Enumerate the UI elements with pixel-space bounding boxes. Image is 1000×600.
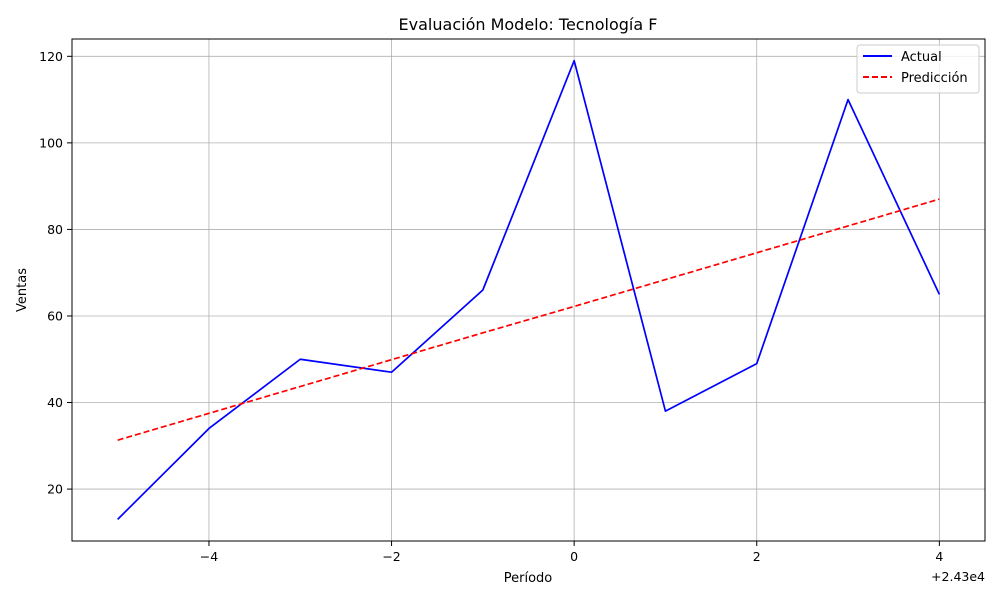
series-lines bbox=[117, 59, 941, 520]
legend-label-prediccion: Predicción bbox=[901, 71, 968, 86]
y-tick-label: 100 bbox=[39, 135, 63, 150]
y-tick-label: 40 bbox=[47, 395, 63, 410]
y-axis-ticks: 20 40 60 80 100 120 bbox=[39, 49, 72, 497]
y-tick-label: 120 bbox=[39, 49, 63, 64]
x-tick-label: 2 bbox=[753, 549, 761, 564]
grid-lines bbox=[72, 39, 985, 541]
chart-title: Evaluación Modelo: Tecnología F bbox=[399, 15, 658, 34]
x-axis-ticks: −4 −2 0 2 4 bbox=[200, 541, 943, 564]
x-tick-label: 0 bbox=[570, 549, 578, 564]
x-tick-label: −2 bbox=[382, 549, 400, 564]
series-line-actual bbox=[117, 59, 941, 520]
y-axis-label: Ventas bbox=[15, 268, 30, 312]
y-tick-label: 80 bbox=[47, 222, 63, 237]
x-tick-label: 4 bbox=[935, 549, 943, 564]
x-axis-label: Período bbox=[504, 571, 553, 586]
x-axis-offset-label: +2.43e4 bbox=[931, 569, 985, 584]
legend: Actual Predicción bbox=[856, 44, 980, 94]
plot-frame bbox=[71, 38, 986, 542]
y-tick-label: 60 bbox=[47, 308, 63, 323]
x-tick-label: −4 bbox=[200, 549, 218, 564]
y-tick-label: 20 bbox=[47, 482, 63, 497]
legend-label-actual: Actual bbox=[901, 50, 942, 65]
series-line-prediccion bbox=[117, 198, 940, 441]
